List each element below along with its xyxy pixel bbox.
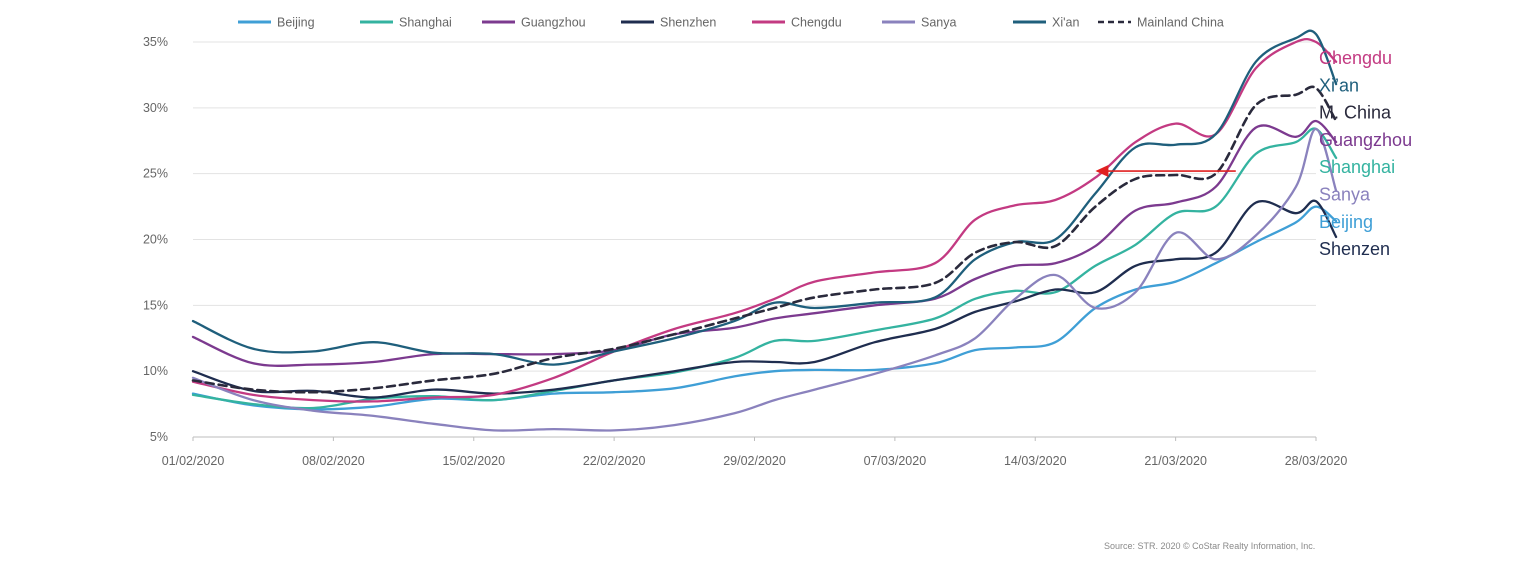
y-tick-label: 20% [143,233,168,247]
y-tick-label: 10% [143,364,168,378]
end-label: Shenzen [1319,239,1390,259]
x-tick-label: 15/02/2020 [442,454,505,468]
y-tick-label: 15% [143,298,168,312]
x-tick-label: 08/02/2020 [302,454,365,468]
x-tick-label: 14/03/2020 [1004,454,1067,468]
series-lines [191,29,1338,432]
legend-label: Mainland China [1137,16,1224,30]
y-tick-label: 25% [143,167,168,181]
legend-label: Shanghai [399,16,452,30]
x-tick-label: 01/02/2020 [162,454,225,468]
legend-label: Xi'an [1052,16,1079,30]
series-line-sanya [191,127,1338,432]
grid-lines [193,41,1316,438]
end-label: Xi’an [1319,75,1359,95]
y-axis: 5% 10% 15% 20% 25% 30% 35% [143,35,168,444]
end-label: Sanya [1319,185,1371,205]
legend: Beijing Shanghai Guangzhou Shenzhen Chengdu S… [238,16,1224,30]
end-label: Guangzhou [1319,130,1412,150]
x-tick-label: 28/03/2020 [1285,454,1348,468]
y-tick-label: 35% [143,35,168,49]
arrow-head [1095,165,1109,178]
x-tick-label: 22/02/2020 [583,454,646,468]
end-label: Chengdu [1319,48,1392,68]
end-label: Beijing [1319,212,1373,232]
x-tick-label: 07/03/2020 [864,454,927,468]
series-line-guangzhou [191,119,1338,367]
x-axis: 01/02/2020 08/02/2020 15/02/2020 22/02/2020… [162,437,1348,468]
series-line-beijing [191,205,1338,411]
series-line-xi-an [191,29,1338,366]
end-label: Shanghai [1319,157,1395,177]
series-line-shanghai [191,127,1338,410]
legend-label: Sanya [921,16,956,30]
x-tick-label: 21/03/2020 [1144,454,1207,468]
series-line-shenzhen [191,199,1338,399]
y-tick-label: 5% [150,430,168,444]
legend-label: Chengdu [791,16,842,30]
y-tick-label: 30% [143,101,168,115]
annotation-arrow [1095,165,1236,178]
legend-label: Shenzhen [660,16,716,30]
legend-label: Beijing [277,16,315,30]
x-tick-label: 29/02/2020 [723,454,786,468]
legend-label: Guangzhou [521,16,586,30]
end-label: M. China [1319,103,1392,123]
end-labels: Chengdu Xi’an M. China Guangzhou Shanghai San… [1319,48,1412,259]
source-note: Source: STR. 2020 © CoStar Realty Inform… [1104,541,1315,551]
